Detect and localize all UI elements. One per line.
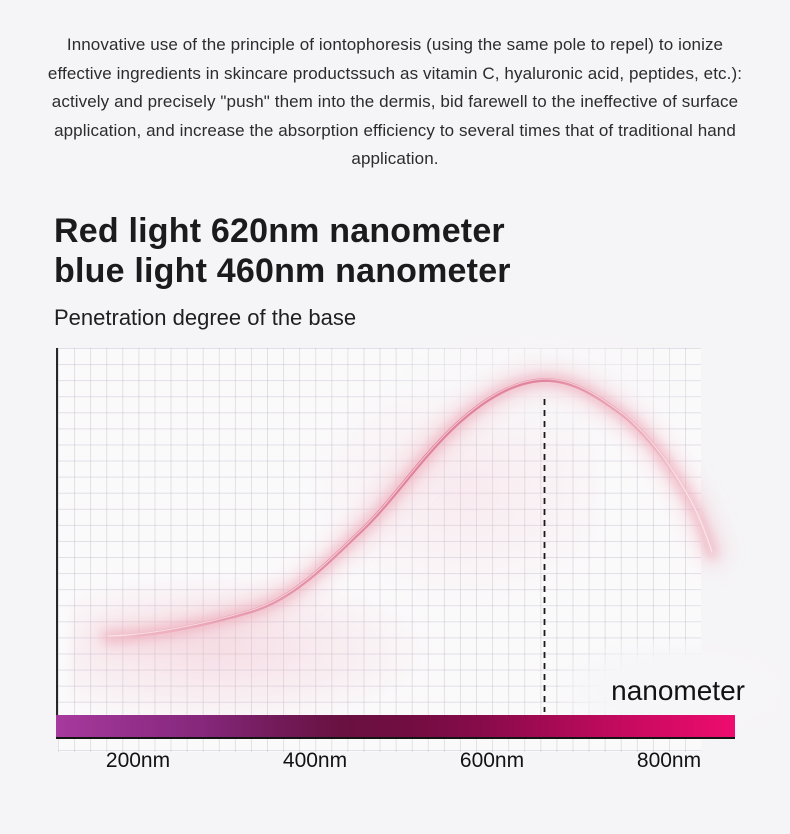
x-tick-800nm: 800nm: [636, 749, 702, 772]
x-axis-label: nanometer: [611, 675, 745, 706]
intro-paragraph: Innovative use of the principle of ionto…: [47, 35, 743, 168]
chart-grid: [58, 348, 701, 752]
y-axis-line: [56, 348, 58, 716]
x-tick-400nm: 400nm: [282, 749, 348, 772]
heading-blue-light: blue light 460nm nanometer: [54, 252, 511, 290]
wavelength-gradient-bar: [56, 715, 735, 739]
main-heading: Red light 620nm nanometer blue light 460n…: [54, 211, 511, 291]
x-tick-600nm: 600nm: [459, 749, 525, 772]
x-tick-200nm: 200nm: [105, 749, 171, 772]
heading-red-light: Red light 620nm nanometer: [54, 212, 505, 250]
chart-title: Penetration degree of the base: [54, 305, 357, 330]
